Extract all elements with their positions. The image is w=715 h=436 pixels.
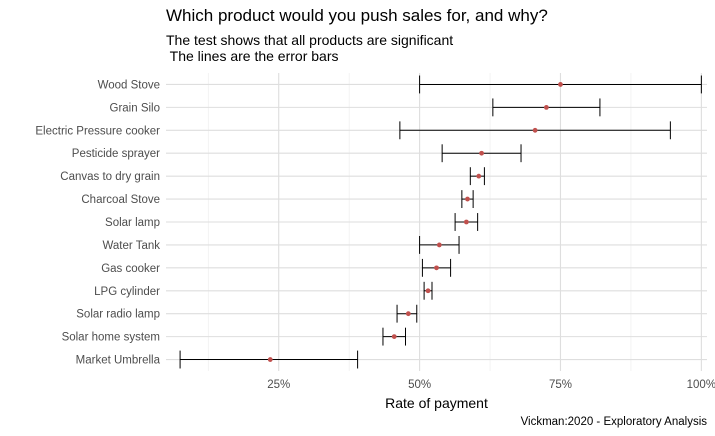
x-tick-label: 25% [267,379,290,391]
estimate-point [479,150,484,156]
y-tick-label: Pesticide sprayer [72,148,160,160]
estimate-point [436,242,442,248]
y-tick-label: Charcoal Stove [81,194,160,206]
y-tick-label: Electric Pressure cooker [35,125,160,137]
estimate-point [405,311,411,317]
estimate-point [425,288,431,294]
chart-subtitle: The test shows that all products are sig… [166,32,454,64]
x-tick-label: 75% [549,379,572,391]
points-layer [267,82,563,362]
estimate-point [391,334,397,340]
grid-layer [166,73,707,371]
y-axis-labels: Wood Stove Grain Silo Electric Pressure co… [35,79,160,366]
estimate-point [476,173,482,179]
estimate-point [543,104,549,110]
estimate-point [267,357,273,362]
y-tick-label: Solar radio lamp [76,309,160,321]
y-tick-label: LPG cylinder [94,286,160,298]
x-axis-title: Rate of payment [385,395,488,411]
y-tick-label: Gas cooker [101,263,160,275]
x-axis-labels: 25% 50% 75% 100% [267,379,715,391]
estimate-point [532,127,538,133]
estimate-point [434,265,439,271]
y-tick-label: Wood Stove [98,79,160,91]
estimate-point [558,82,563,87]
y-tick-label: Market Umbrella [76,355,161,367]
chart-title: Which product would you push sales for, … [166,6,548,25]
estimate-point [463,219,469,225]
x-tick-label: 100% [687,379,715,391]
x-tick-label: 50% [408,379,431,391]
y-tick-label: Grain Silo [110,102,161,114]
chart-caption: Vickman:2020 - Exploratory Analysis [520,416,707,428]
y-tick-label: Solar home system [62,332,160,344]
estimate-point [465,196,470,202]
y-tick-label: Solar lamp [105,217,160,229]
y-tick-label: Canvas to dry grain [60,171,160,183]
y-tick-label: Water Tank [102,240,160,252]
